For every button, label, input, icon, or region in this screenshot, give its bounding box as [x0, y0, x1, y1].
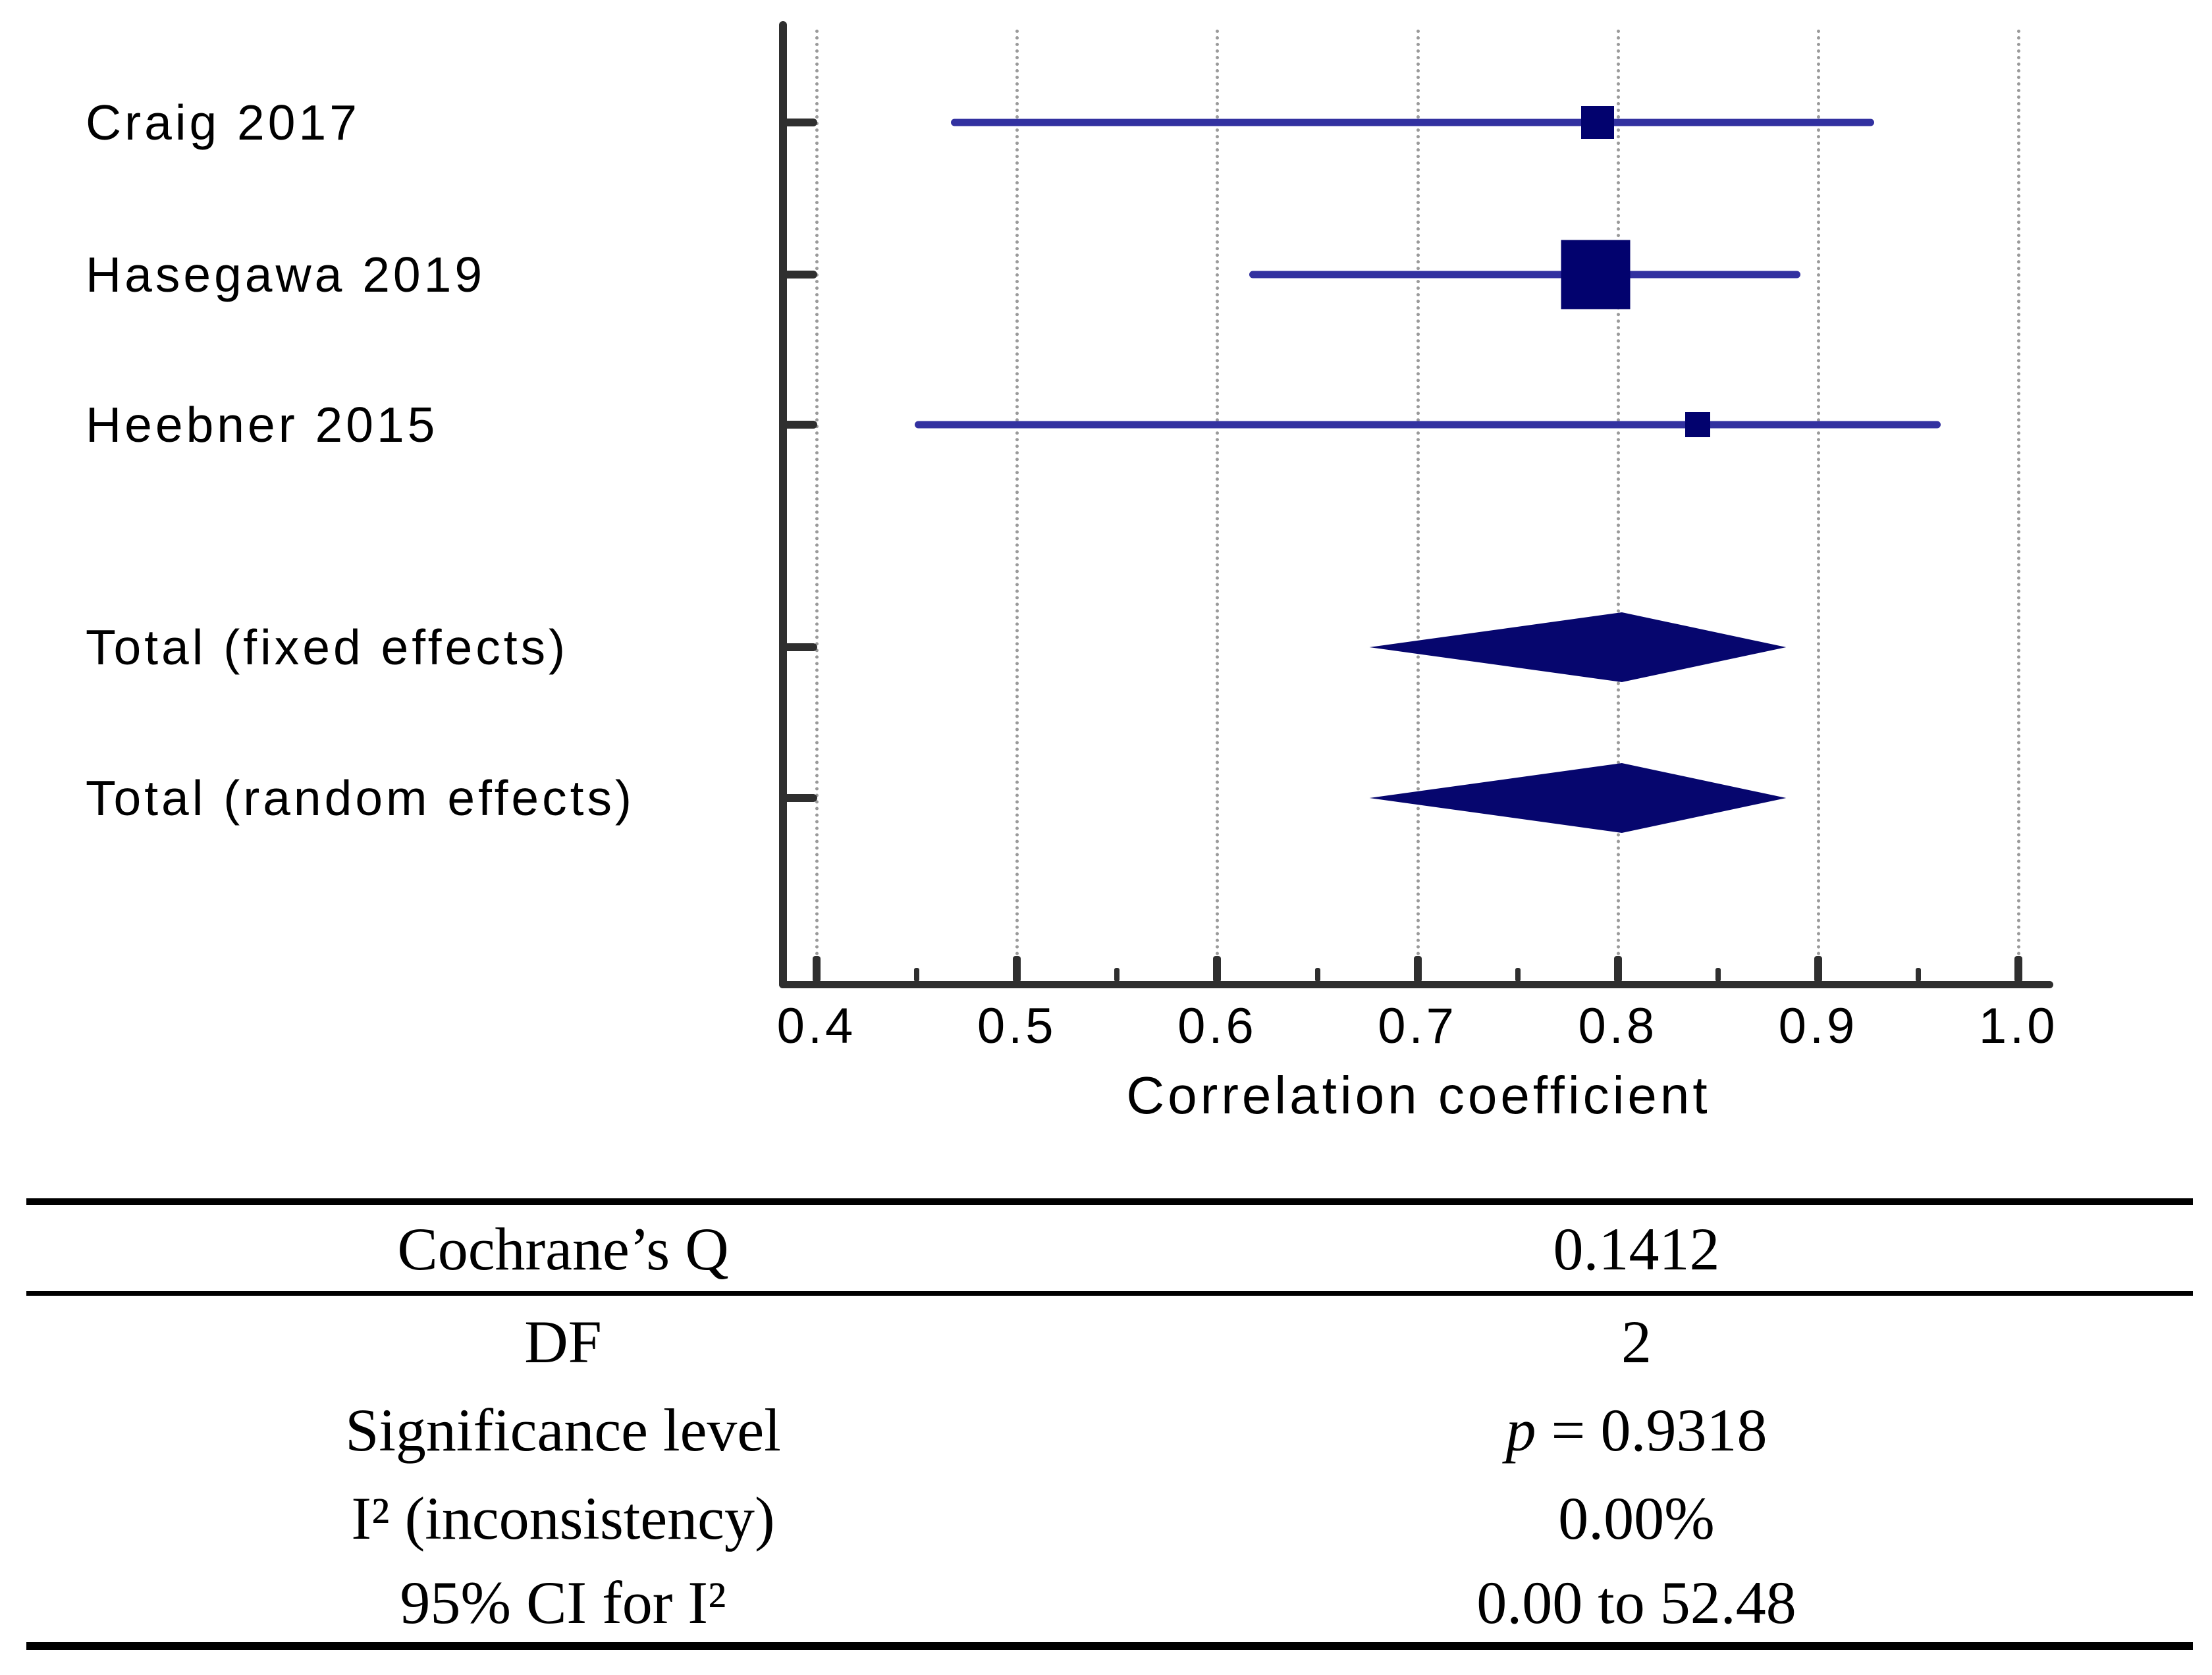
- x-major-tick-0.4: [813, 956, 821, 982]
- table-bottom-rule: [26, 1642, 2193, 1650]
- x-tick-label: 0.6: [1177, 998, 1257, 1054]
- table-top-rule: [26, 1198, 2193, 1205]
- gridline-0.6: [1216, 30, 1220, 956]
- x-minor-tick: [1515, 968, 1521, 982]
- x-minor-tick: [1715, 968, 1721, 982]
- pooled-diamond: [1369, 763, 1787, 833]
- stat-value: 2: [1621, 1308, 1652, 1375]
- stat-label: I² (inconsistency): [351, 1485, 775, 1552]
- x-major-tick-0.8: [1613, 956, 1622, 982]
- ci-line: [1249, 271, 1800, 279]
- table-header-rule: [26, 1291, 2193, 1296]
- pooled-diamonds: [1369, 612, 1787, 833]
- x-tick-label: 0.9: [1778, 998, 1858, 1054]
- x-tick-label: 0.5: [977, 998, 1057, 1054]
- x-major-tick-0.5: [1013, 956, 1021, 982]
- row-tick: [779, 421, 817, 429]
- x-minor-tick: [914, 968, 920, 982]
- point-estimate-square: [1561, 240, 1631, 309]
- row-label: Hasegawa 2019: [86, 247, 486, 302]
- ci-line: [915, 421, 1941, 429]
- row-tick: [779, 271, 817, 279]
- row-label: Heebner 2015: [86, 397, 439, 452]
- row-tick: [779, 643, 817, 651]
- stat-value: p = 0.9318: [1505, 1396, 1767, 1464]
- stat-value: 0.00%: [1558, 1485, 1715, 1552]
- x-tick-label: 0.4: [776, 998, 857, 1054]
- x-minor-tick: [1916, 968, 1922, 982]
- row-label: Total (random effects): [86, 770, 635, 826]
- x-tick-label: 0.8: [1578, 998, 1658, 1054]
- stat-label: DF: [524, 1308, 602, 1375]
- point-estimate-square: [1581, 106, 1615, 139]
- x-major-tick-1.0: [2014, 956, 2023, 982]
- gridline-0.7: [1416, 30, 1420, 956]
- gridline-0.4: [815, 30, 819, 956]
- row-tick: [779, 794, 817, 802]
- row-label: Craig 2017: [86, 95, 360, 150]
- row-label: Total (fixed effects): [86, 620, 569, 675]
- x-axis-line: [779, 981, 2053, 988]
- x-major-tick-0.9: [1814, 956, 1822, 982]
- pooled-diamond: [1369, 612, 1787, 682]
- x-minor-tick: [1314, 968, 1320, 982]
- x-minor-tick: [1114, 968, 1120, 982]
- x-tick-label: 1.0: [1978, 998, 2059, 1054]
- x-tick-label: 0.7: [1378, 998, 1457, 1054]
- gridline-0.5: [1015, 30, 1019, 956]
- row-tick: [779, 119, 817, 126]
- gridline-0.8: [1616, 30, 1620, 956]
- stat-value: 0.00 to 52.48: [1476, 1569, 1796, 1636]
- stat-label: 95% CI for I²: [400, 1569, 726, 1636]
- italic-p: p: [1505, 1396, 1536, 1464]
- x-major-tick-0.6: [1213, 956, 1222, 982]
- x-axis-title: Correlation coefficient: [1126, 1066, 1711, 1125]
- stat-label: Significance level: [345, 1396, 781, 1464]
- gridline-1.0: [2017, 30, 2021, 956]
- ci-line: [950, 119, 1875, 126]
- stat-value: 0.1412: [1553, 1215, 1720, 1283]
- x-major-tick-0.7: [1413, 956, 1422, 982]
- y-axis-line: [779, 21, 787, 988]
- stat-label: Cochrane’s Q: [397, 1215, 729, 1283]
- gridline-0.9: [1817, 30, 1820, 956]
- point-estimate-square: [1685, 412, 1711, 437]
